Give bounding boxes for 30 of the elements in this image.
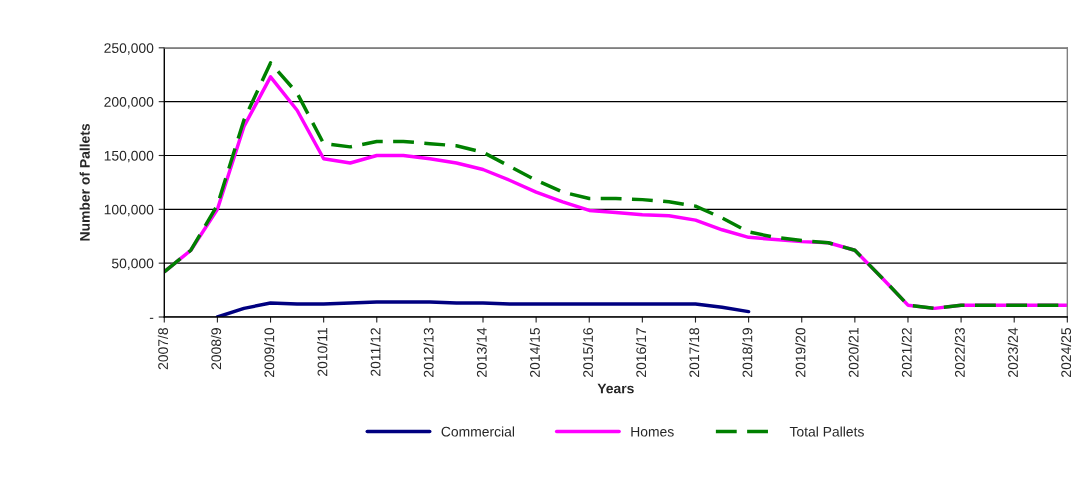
x-tick-label: 2014/15 bbox=[529, 327, 540, 377]
y-axis-title: Number of Pallets bbox=[79, 123, 90, 241]
x-tick-label: 2024/25 bbox=[1060, 327, 1072, 377]
y-tick-label: 200,000 bbox=[104, 96, 154, 109]
x-tick-label: 2011/12 bbox=[370, 328, 381, 376]
x-tick-label: 2015/16 bbox=[582, 328, 593, 377]
x-tick-label: 2013/14 bbox=[476, 327, 487, 377]
x-tick-label: 2021/22 bbox=[901, 328, 912, 377]
x-tick-label: 2009/10 bbox=[264, 327, 275, 377]
y-tick-label: 250,000 bbox=[104, 43, 154, 55]
legend-label: Total Pallets bbox=[789, 426, 864, 437]
x-tick-label: 2019/20 bbox=[795, 327, 806, 377]
x-axis-title: Years bbox=[597, 383, 634, 394]
y-tick-label: 150,000 bbox=[104, 150, 154, 163]
y-tick-label: 100,000 bbox=[104, 204, 154, 217]
x-tick-label: 2008/9 bbox=[210, 328, 222, 370]
y-tick-label: 50,000 bbox=[111, 258, 154, 270]
x-tick-label: 2012/13 bbox=[423, 328, 434, 377]
line-series bbox=[215, 300, 751, 317]
x-tick-label: 2016/17 bbox=[635, 328, 647, 377]
x-tick-label: 2010/11 bbox=[317, 328, 328, 376]
x-tick-label: 2017/18 bbox=[689, 328, 700, 377]
legend-label: Homes bbox=[631, 426, 674, 437]
x-tick-label: 2020/21 bbox=[848, 328, 859, 377]
x-tick-label: 2022/23 bbox=[954, 328, 965, 377]
y-tick-label: - bbox=[149, 317, 154, 319]
x-tick-label: 2007/8 bbox=[157, 328, 169, 370]
x-tick-label: 2023/24 bbox=[1007, 327, 1018, 377]
x-tick-label: 2018/19 bbox=[742, 328, 753, 377]
legend-label: Commercial bbox=[441, 426, 515, 437]
